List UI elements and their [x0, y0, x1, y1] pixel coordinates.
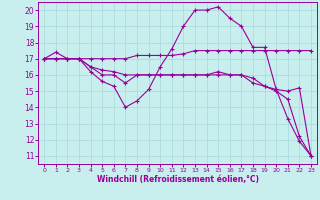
X-axis label: Windchill (Refroidissement éolien,°C): Windchill (Refroidissement éolien,°C): [97, 175, 259, 184]
